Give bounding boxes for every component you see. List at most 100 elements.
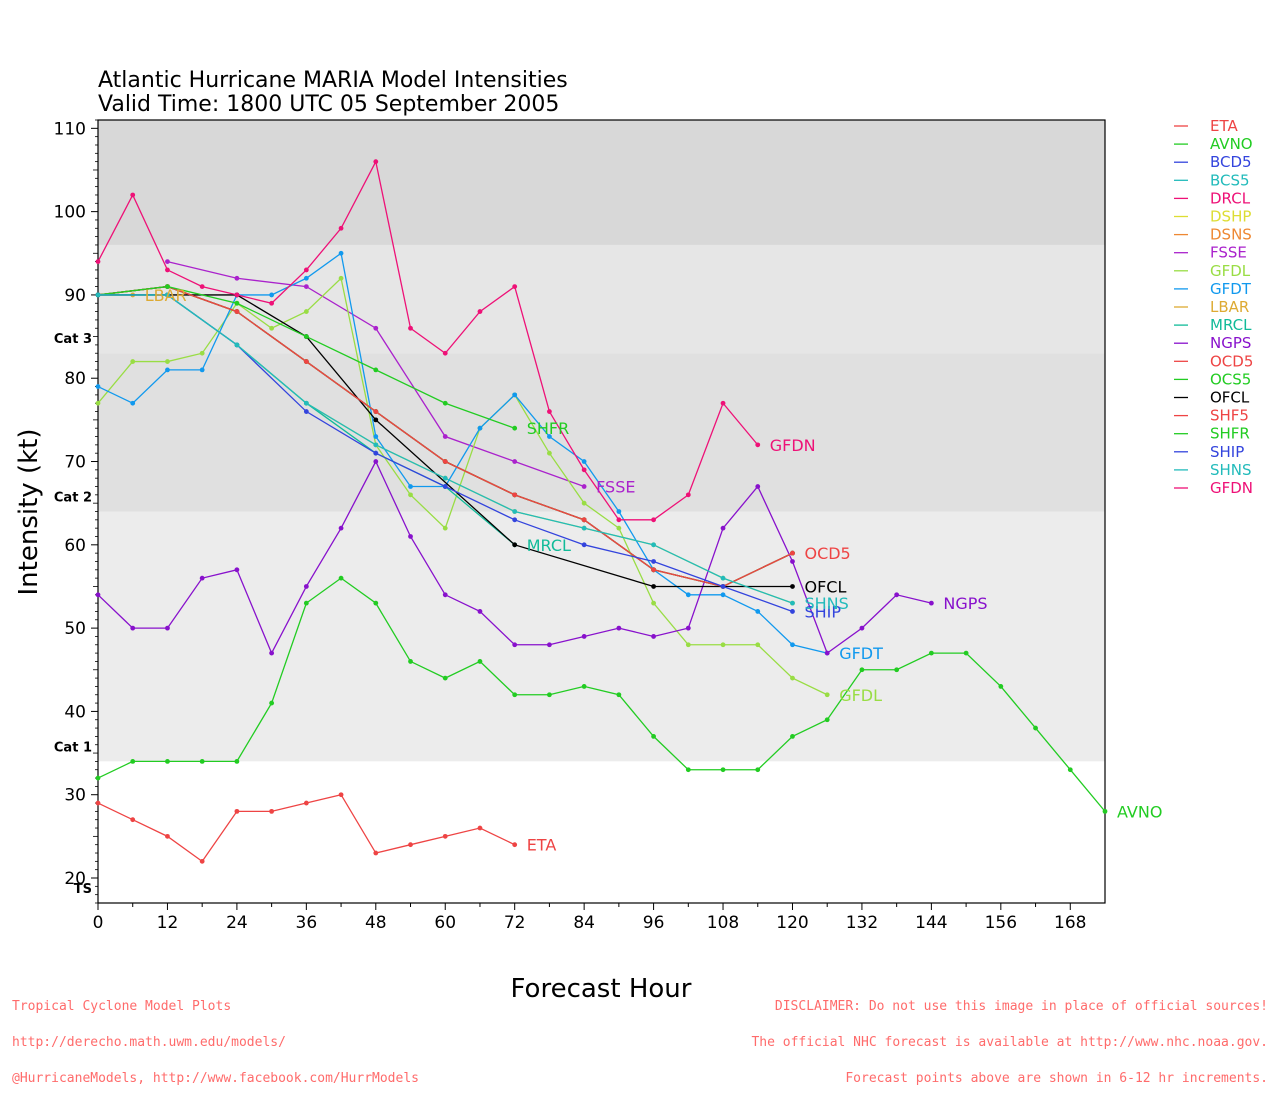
x-tick-label: 108 (707, 913, 739, 933)
data-point (442, 525, 448, 531)
data-point (269, 325, 275, 331)
data-point (512, 509, 518, 514)
data-point (199, 858, 205, 864)
data-point (442, 592, 448, 598)
data-point (720, 592, 726, 598)
data-point (755, 442, 761, 448)
data-point (442, 434, 448, 439)
data-point (303, 267, 309, 273)
legend-entry: MRCL (1210, 316, 1252, 334)
data-point (894, 592, 900, 598)
data-point (998, 684, 1004, 689)
data-point (755, 609, 761, 614)
legend-entry: DRCL (1210, 189, 1251, 207)
series-line (97, 276, 828, 696)
x-tick-label: 84 (573, 913, 595, 933)
data-point (1102, 808, 1108, 814)
data-point (581, 542, 587, 548)
y-tick-label: 50 (64, 619, 86, 639)
footer-disclaimer-line: The official NHC forecast is available a… (751, 1035, 1268, 1050)
data-point (165, 833, 170, 839)
data-point (130, 400, 136, 406)
category-label: Cat 2 (54, 491, 92, 506)
data-point (512, 425, 518, 431)
series-end-label: GFDT (839, 644, 883, 663)
data-point (581, 459, 587, 464)
legend-entry: GFDT (1210, 280, 1252, 298)
series-line (98, 294, 793, 588)
data-point (512, 392, 518, 398)
data-point (928, 600, 934, 606)
data-point (303, 400, 309, 406)
legend-entry: AVNO (1210, 135, 1253, 153)
data-point (651, 567, 656, 573)
data-point (651, 542, 656, 548)
data-point (408, 325, 413, 331)
data-point (512, 517, 518, 523)
legend-entry: BCS5 (1210, 171, 1250, 189)
data-point (790, 642, 795, 648)
data-point (547, 450, 552, 456)
data-point (338, 225, 344, 231)
data-point (303, 334, 309, 339)
intensity-chart: Cat 3 Cat 2 Cat 1 TS 0 12 24 36 48 60 72 84 96 108 12… (14, 68, 1253, 1004)
x-axis-title: Forecast Hour (511, 974, 692, 1004)
legend-entry: OFCL (1210, 389, 1250, 407)
x-tick-label: 48 (365, 913, 387, 933)
data-point (790, 550, 795, 556)
series-end-label: GFDL (839, 686, 882, 705)
data-point (442, 833, 448, 839)
data-point (408, 484, 413, 489)
data-point (373, 459, 379, 464)
data-point (234, 292, 240, 298)
intensity-band (98, 353, 1105, 512)
data-point (234, 808, 240, 814)
data-point (303, 284, 309, 289)
data-point (165, 284, 170, 289)
intensity-band (98, 244, 1105, 354)
data-point (269, 808, 275, 814)
data-point (824, 692, 830, 698)
data-point (303, 309, 309, 314)
data-point (234, 275, 240, 281)
y-tick-label: 90 (64, 286, 86, 306)
data-point (1033, 725, 1038, 731)
data-point (685, 767, 691, 773)
legend-entry: OCS5 (1210, 370, 1251, 388)
data-point (95, 400, 101, 406)
category-label: Cat 3 (54, 332, 92, 347)
data-point (234, 300, 240, 306)
data-point (616, 509, 622, 514)
data-point (790, 609, 795, 614)
data-point (824, 650, 830, 656)
data-point (547, 642, 552, 648)
chart-subtitle: Valid Time: 1800 UTC 05 September 2005 (98, 92, 559, 117)
legend-entry: FSSE (1210, 244, 1247, 262)
series-ngps (95, 459, 934, 656)
data-point (338, 275, 344, 281)
data-point (1067, 767, 1073, 773)
intensity-band (98, 511, 1105, 762)
data-point (303, 800, 309, 806)
data-point (685, 625, 691, 631)
footer-disclaimer-line: DISCLAIMER: Do not use this image in pla… (774, 999, 1268, 1014)
data-point (95, 292, 101, 298)
data-point (130, 817, 136, 823)
series-end-label: GFDN (770, 436, 816, 455)
data-point (755, 642, 761, 648)
data-point (790, 559, 795, 564)
intensity-band (98, 761, 1105, 903)
data-point (512, 842, 518, 848)
data-point (790, 600, 795, 606)
series-end-label: OCD5 (804, 544, 850, 563)
data-point (95, 384, 101, 389)
series-end-label: NGPS (943, 594, 987, 613)
category-bands (98, 120, 1105, 903)
y-axis: 20 30 40 50 60 70 80 90 100 110 (54, 119, 98, 904)
data-point (616, 525, 622, 531)
data-point (581, 525, 587, 531)
series-end-label: SHFR (527, 419, 570, 438)
data-point (165, 758, 170, 764)
series-line (97, 577, 1106, 812)
data-point (269, 300, 275, 306)
